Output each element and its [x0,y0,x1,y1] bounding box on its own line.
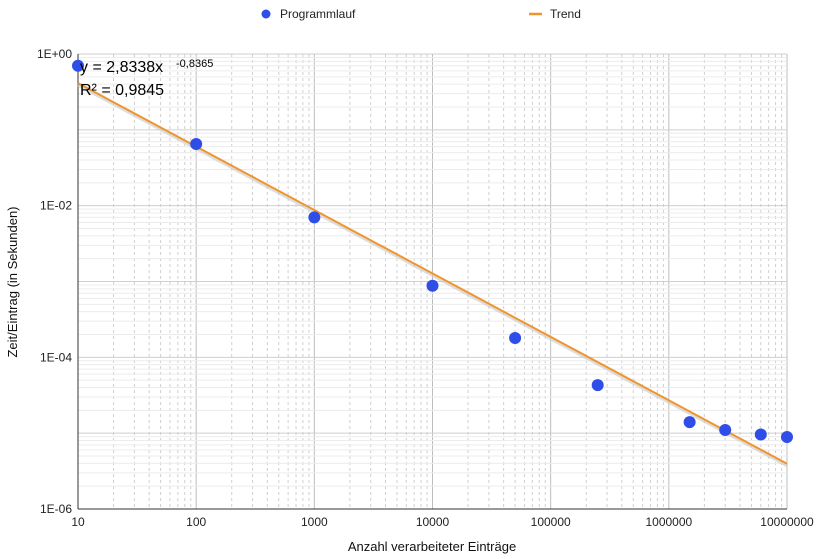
data-point [72,59,84,72]
y-tick-label: 1E+00 [37,47,72,61]
y-tick-label: 1E-04 [40,350,72,364]
y-axis-title: Zeit/Eintrag (in Sekunden) [5,206,20,357]
x-tick-label: 100000 [531,515,571,529]
legend-marker-programmlauf [261,9,271,19]
data-point [754,428,767,441]
x-axis-title: Anzahl verarbeiteter Einträge [348,539,516,554]
x-tick-label: 10000000 [760,515,814,529]
data-point [509,331,522,344]
tick-labels: 10 100 1000 10000 100000 1000000 10000000 1E+00… [37,47,814,529]
data-point [591,379,604,392]
y-tick-label: 1E-02 [40,199,72,213]
r-squared-text: R² = 0,9845 [80,82,164,99]
x-tick-label: 10000 [416,515,450,529]
data-point [683,416,696,429]
axes [77,54,787,510]
x-tick-label: 10 [71,515,85,529]
legend: Programmlauf Trend [261,7,581,21]
data-point [426,279,439,292]
y-tick-label: 1E-06 [40,502,72,516]
data-points [72,59,793,444]
data-point [781,431,793,444]
trend-equation: y = 2,8338x -0,8365 R² = 0,9845 [80,58,213,99]
x-tick-label: 1000000 [645,515,692,529]
x-tick-label: 100 [186,515,206,529]
data-point [308,211,321,224]
x-tick-label: 1000 [301,515,328,529]
data-point [190,138,203,151]
legend-label-trend: Trend [550,7,581,21]
legend-label-programmlauf: Programmlauf [280,7,356,21]
data-point [719,424,732,437]
equation-exponent: -0,8365 [176,58,213,70]
equation-text: y = 2,8338x [80,59,163,76]
